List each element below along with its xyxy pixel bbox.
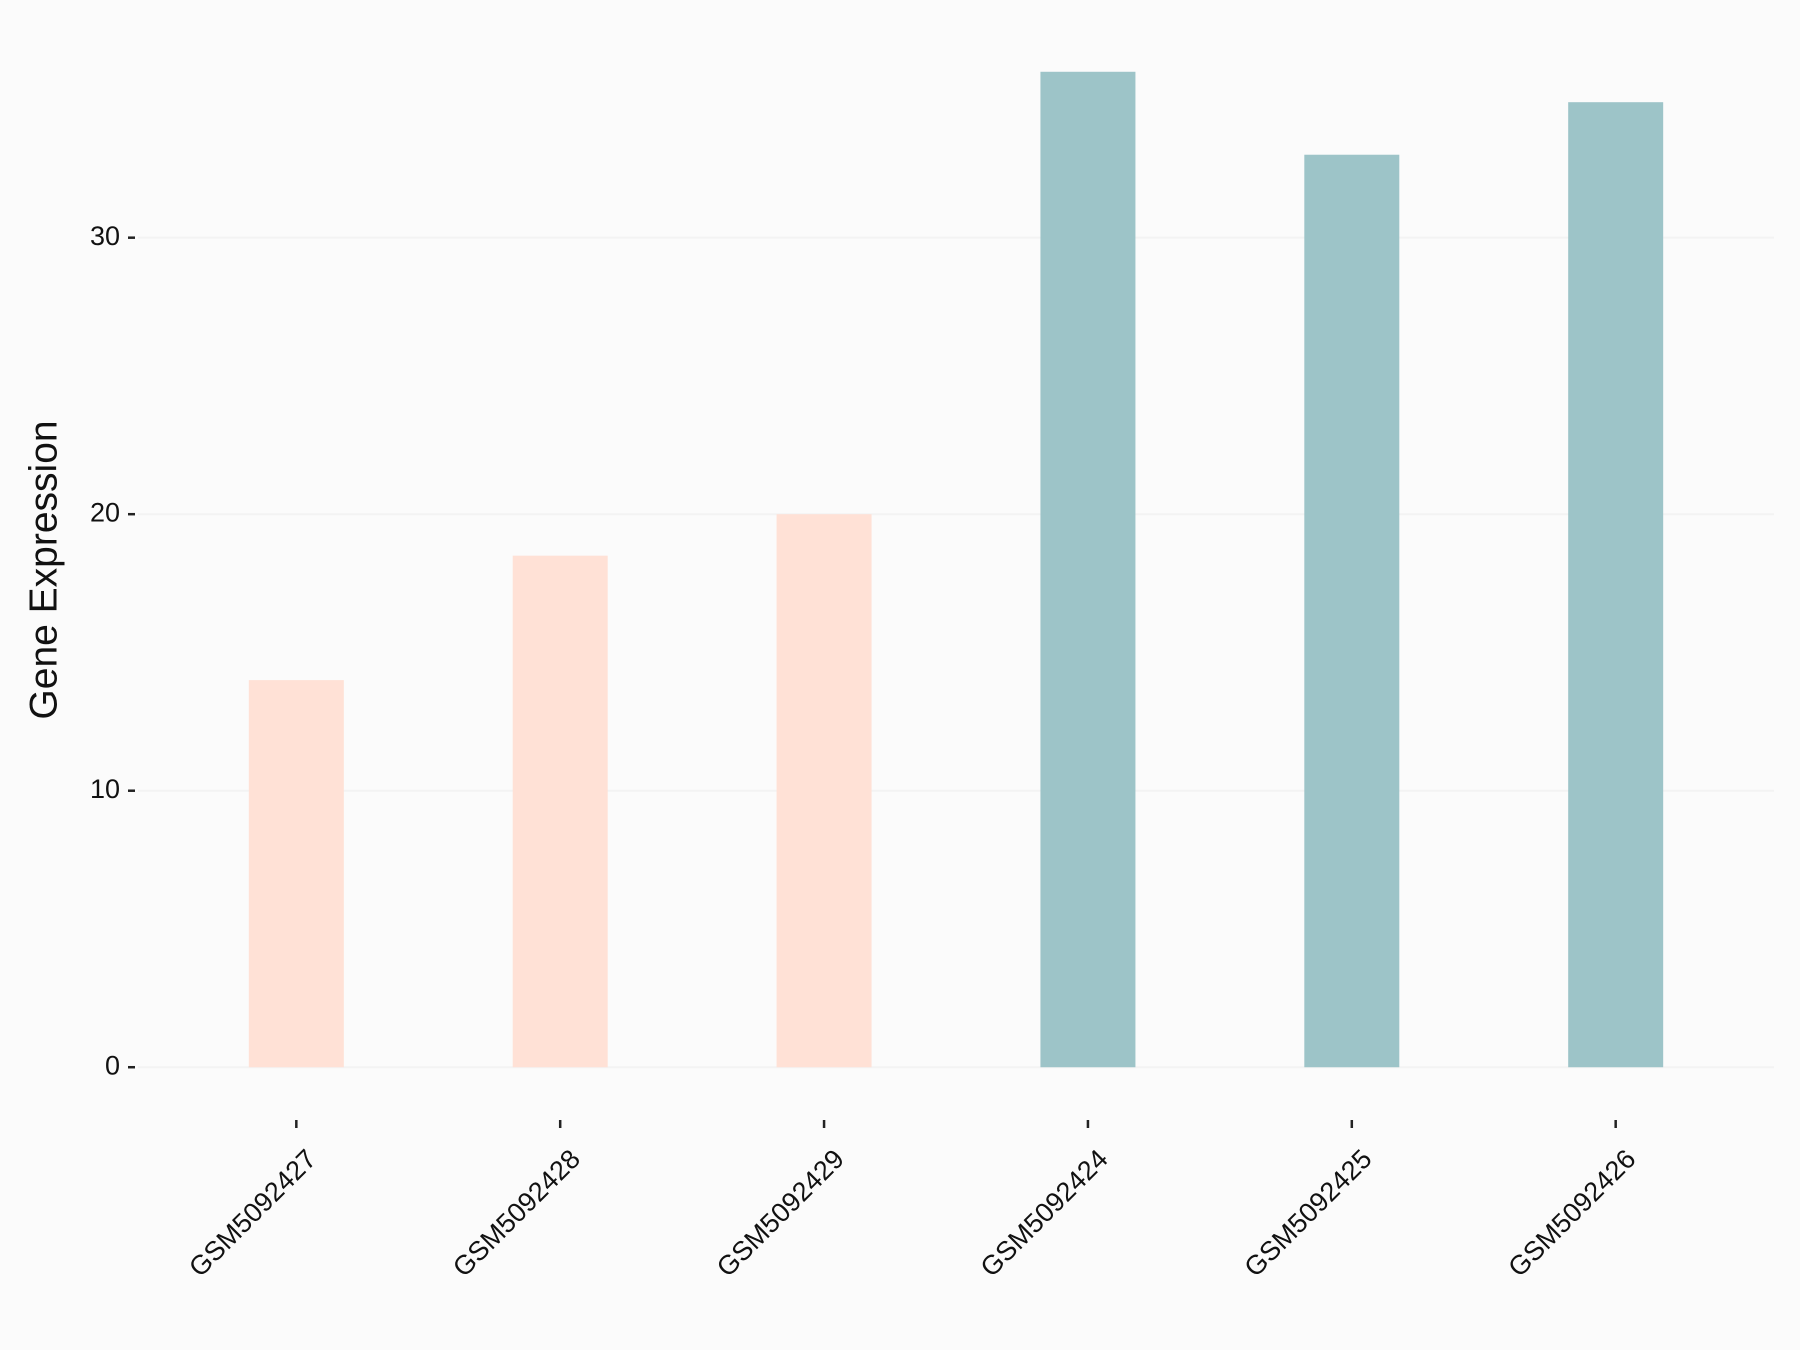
y-tick-label: 30 [90,221,120,251]
y-tick-label: 10 [90,774,120,804]
y-tick-label: 0 [105,1050,120,1080]
bar [776,514,872,1068]
y-axis-title: Gene Expression [22,420,65,719]
bar [1568,102,1664,1068]
y-tick-label: 20 [90,497,120,527]
bar [1304,154,1400,1068]
bar [512,555,608,1068]
bar [1040,71,1136,1068]
bar [248,680,344,1068]
